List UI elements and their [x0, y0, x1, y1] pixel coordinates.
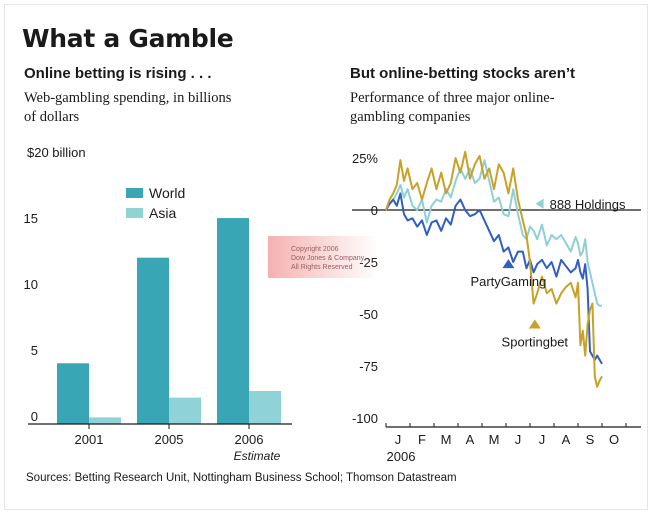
- graphic-title: What a Gamble: [22, 24, 234, 53]
- bar-world-2001: [57, 363, 89, 424]
- line-y-tick-label: 25%: [352, 151, 378, 166]
- bar-x-tick-label: 2006: [235, 432, 264, 447]
- bar-category-note: Estimate: [234, 449, 281, 463]
- legend-label-asia: Asia: [149, 205, 176, 221]
- legend-label-world: World: [149, 185, 185, 201]
- legend-swatch-asia: [126, 208, 143, 218]
- watermark-line-1: Copyright 2006: [291, 246, 339, 253]
- graphic-frame: [4, 4, 648, 510]
- bar-world-2005: [137, 257, 169, 424]
- line-x-tick-label: S: [586, 432, 595, 447]
- bar-asia-2001: [89, 417, 121, 424]
- annotation-label-partygaming: PartyGaming: [470, 274, 546, 289]
- series-line-888-holdings: [385, 159, 602, 307]
- line-x-tick-label: J: [515, 432, 522, 447]
- annotation-marker-partygaming: [502, 259, 515, 269]
- annotation-marker-sportingbet: [528, 319, 541, 329]
- line-x-tick-label: M: [489, 432, 500, 447]
- bar-x-tick-label: 2001: [75, 432, 104, 447]
- bar-y-tick-label: 10: [24, 277, 38, 292]
- watermark-band: [268, 236, 378, 278]
- bar-asia-2006: [249, 391, 281, 424]
- right-description-line-1: Performance of three major online-: [350, 90, 555, 106]
- right-description-line-2: gambling companies: [350, 109, 471, 125]
- left-subhead: Online betting is rising . . .: [24, 65, 212, 82]
- watermark-line-3: All Rights Reserved: [291, 264, 353, 271]
- series-line-partygaming: [385, 192, 603, 365]
- bar-y-tick-label: 5: [31, 343, 38, 358]
- bar-y-tick-label: 0: [31, 409, 38, 424]
- annotation-label-888-holdings: 888 Holdings: [550, 197, 626, 212]
- watermark-line-2: Dow Jones & Company: [291, 255, 365, 262]
- line-x-tick-label: M: [441, 432, 452, 447]
- bar-x-tick-label: 2005: [155, 432, 184, 447]
- line-x-tick-label: A: [562, 432, 571, 447]
- line-y-tick-label: -50: [359, 307, 378, 322]
- right-description: Performance of three major online- gambl…: [350, 89, 555, 127]
- line-x-tick-label: F: [418, 432, 426, 447]
- left-description-line-1: Web-gambling spending, in billions: [24, 90, 232, 106]
- right-subhead: But online-betting stocks aren’t: [350, 65, 576, 82]
- annotation-label-sportingbet: Sportingbet: [502, 334, 569, 349]
- line-x-axis-year: 2006: [387, 449, 416, 464]
- bar-y-tick-label: 15: [24, 211, 38, 226]
- line-x-tick-label: O: [609, 432, 619, 447]
- left-description-line-2: of dollars: [24, 109, 80, 125]
- line-y-tick-label: -100: [352, 411, 378, 426]
- line-y-tick-label: -75: [359, 359, 378, 374]
- annotation-marker-888-holdings: [535, 198, 544, 209]
- line-x-tick-label: A: [466, 432, 475, 447]
- line-x-tick-label: J: [539, 432, 546, 447]
- left-description: Web-gambling spending, in billions of do…: [24, 89, 231, 127]
- bar-y-tick-label: $20 billion: [27, 145, 86, 160]
- source-note: Sources: Betting Research Unit, Nottingh…: [26, 472, 457, 484]
- legend-swatch-world: [126, 188, 143, 198]
- series-line-sportingbet: [385, 150, 603, 388]
- bar-asia-2005: [169, 397, 201, 424]
- bar-world-2006: [217, 218, 249, 424]
- line-x-tick-label: J: [395, 432, 402, 447]
